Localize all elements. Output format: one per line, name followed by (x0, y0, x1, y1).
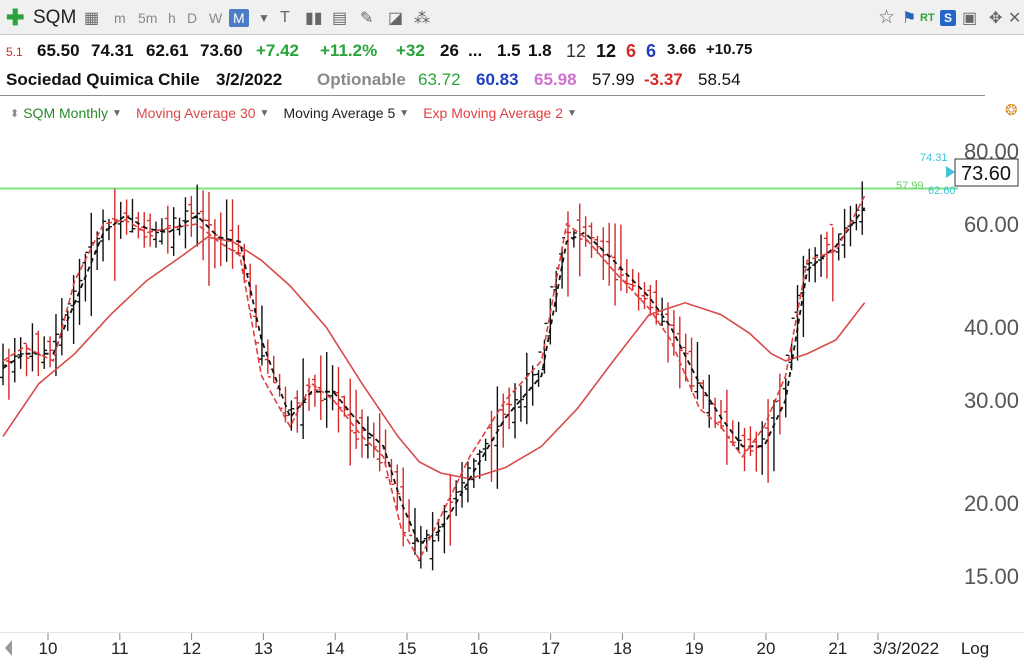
x-tick-label: 12 (182, 639, 201, 658)
change-value: +7.42 (256, 41, 300, 60)
stat-5: -3.37 (644, 70, 683, 89)
rating-5: 1.8 (528, 41, 552, 60)
timeframe-month[interactable]: M (229, 8, 249, 27)
rating-2: 26 (440, 41, 459, 60)
share-icon[interactable]: ⁂ (414, 9, 430, 27)
company-name: Sociedad Quimica Chile (6, 70, 200, 89)
series-moving-average-5 (2, 207, 866, 546)
x-tick-label: 21 (828, 639, 847, 658)
mid-price-label: 57.99 (896, 180, 924, 192)
stat-4: 57.99 (592, 70, 635, 89)
legend-grip-icon[interactable]: ⬍ (10, 107, 20, 120)
y-tick-label: 30.00 (964, 388, 1019, 413)
high-value: 74.31 (91, 41, 134, 60)
quote-date: 3/2/2022 (216, 70, 283, 89)
stat-1: 63.72 (418, 70, 461, 89)
rating-1: +32 (396, 41, 425, 60)
last-price-box (954, 158, 1019, 187)
low-price-label: 62.60 (928, 185, 956, 197)
rating-7: 12 (596, 41, 617, 61)
x-tick-label: 10 (39, 639, 58, 658)
x-tick-label: 15 (398, 639, 417, 658)
x-tick-label: 13 (254, 639, 273, 658)
move-icon[interactable]: ✥ (989, 9, 1003, 27)
log-scale-toggle[interactable]: Log (961, 639, 989, 658)
legend-ema2-dropdown-icon[interactable]: ▼ (567, 107, 577, 119)
stat-2: 60.83 (476, 70, 519, 89)
close-icon[interactable]: ✕ (1008, 9, 1022, 27)
series-moving-average-30 (2, 236, 866, 480)
rating-11: +10.75 (706, 41, 753, 58)
x-tick-label: 3/3/2022 (873, 639, 939, 658)
rating-4: 1.5 (497, 41, 521, 60)
timeframe-hour[interactable]: h (168, 9, 176, 26)
y-tick-label: 60.00 (964, 212, 1019, 237)
x-tick-label: 19 (685, 639, 704, 658)
scroll-left-icon (5, 640, 12, 656)
save-icon[interactable]: ▣ (962, 9, 978, 27)
legend-price-dropdown-icon[interactable]: ▼ (112, 107, 122, 119)
rating-10: 3.66 (667, 41, 697, 58)
note-icon[interactable]: ◪ (388, 9, 404, 27)
timeframe-minute[interactable]: m (114, 9, 126, 26)
legend-price[interactable]: SQM Monthly (23, 105, 109, 121)
y-tick-label: 15.00 (964, 564, 1019, 589)
low-value: 62.61 (146, 41, 189, 60)
timeframe-dropdown-icon[interactable]: ▼ (258, 10, 270, 25)
x-tick-label: 11 (111, 639, 129, 658)
last-price-arrow (946, 166, 955, 178)
high-price-label: 74.31 (920, 152, 948, 164)
draw-pencil-icon[interactable]: ✎ (360, 9, 374, 27)
rating-9: 6 (646, 41, 657, 61)
legend-ma5-dropdown-icon[interactable]: ▼ (399, 107, 410, 119)
x-tick-label: 18 (613, 639, 632, 658)
calculator-icon[interactable]: ▤ (332, 9, 348, 27)
rt-label[interactable]: RT (920, 11, 935, 24)
last-price-label: 73.60 (961, 163, 1011, 185)
chart-legend: ⬍ SQM Monthly ▼ Moving Average 30 ▼ Movi… (10, 104, 591, 122)
series-exp-moving-average-2 (2, 195, 866, 562)
legend-ma5[interactable]: Moving Average 5 (283, 105, 396, 121)
legend-ma30-dropdown-icon[interactable]: ▼ (259, 107, 270, 119)
stat-3: 65.98 (534, 70, 577, 89)
add-symbol-icon[interactable]: ✚ (6, 4, 25, 30)
palette-icon[interactable]: ❂ (1005, 102, 1018, 119)
timeframe-5min[interactable]: 5m (138, 9, 158, 26)
compare-icon[interactable]: ▦ (84, 9, 100, 27)
symbol-input[interactable]: SQM (33, 6, 77, 28)
bar-chart-icon[interactable]: ▮▮ (305, 9, 323, 27)
header-divider (0, 95, 985, 96)
x-axis-divider (0, 632, 1024, 633)
rating-3: ... (468, 41, 483, 60)
open-value: 65.50 (37, 41, 80, 60)
x-tick-label: 16 (469, 639, 488, 658)
close-value: 73.60 (200, 41, 243, 60)
x-tick-label: 17 (541, 639, 560, 658)
version-label: 5.1 (6, 45, 23, 59)
change-pct-value: +11.2% (320, 41, 378, 60)
star-icon[interactable]: ☆ (878, 7, 896, 28)
optionable-label: Optionable (317, 70, 406, 89)
s-badge[interactable]: S (940, 9, 957, 26)
rating-8: 6 (626, 41, 637, 61)
y-tick-label: 40.00 (964, 315, 1019, 340)
legend-ma30[interactable]: Moving Average 30 (135, 105, 256, 121)
text-tool-icon[interactable]: T (280, 8, 290, 26)
rating-6: 12 (566, 41, 587, 61)
stat-6: 58.54 (698, 70, 741, 89)
timeframe-week[interactable]: W (209, 9, 223, 26)
x-tick-label: 14 (326, 639, 345, 658)
plot-area (0, 181, 958, 571)
x-tick-label: 20 (757, 639, 776, 658)
y-tick-label: 20.00 (964, 491, 1019, 516)
timeframe-day[interactable]: D (187, 9, 198, 26)
legend-ema2[interactable]: Exp Moving Average 2 (423, 105, 564, 121)
flag-icon[interactable]: ⚑ (902, 9, 917, 27)
toolbar: ✚ SQM ▦ m 5m h D W M ▼ T ▮▮ ▤ ✎ ◪ ⁂ ☆ ⚑ … (0, 0, 1024, 35)
